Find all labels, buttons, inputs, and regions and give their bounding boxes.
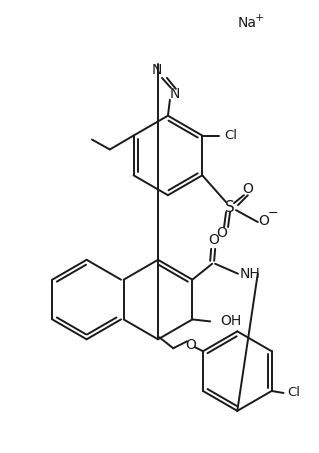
Text: S: S [225, 200, 235, 215]
Text: Na: Na [237, 16, 256, 30]
Text: O: O [217, 226, 227, 240]
Text: O: O [242, 182, 253, 196]
Text: N: N [152, 63, 162, 77]
Text: OH: OH [220, 314, 241, 328]
Text: O: O [186, 338, 197, 352]
Text: −: − [267, 207, 278, 220]
Text: NH: NH [240, 267, 261, 281]
Text: Cl: Cl [224, 129, 237, 142]
Text: Cl: Cl [287, 386, 300, 400]
Text: +: + [255, 13, 264, 23]
Text: O: O [209, 233, 219, 247]
Text: O: O [258, 214, 269, 228]
Text: N: N [170, 87, 180, 101]
